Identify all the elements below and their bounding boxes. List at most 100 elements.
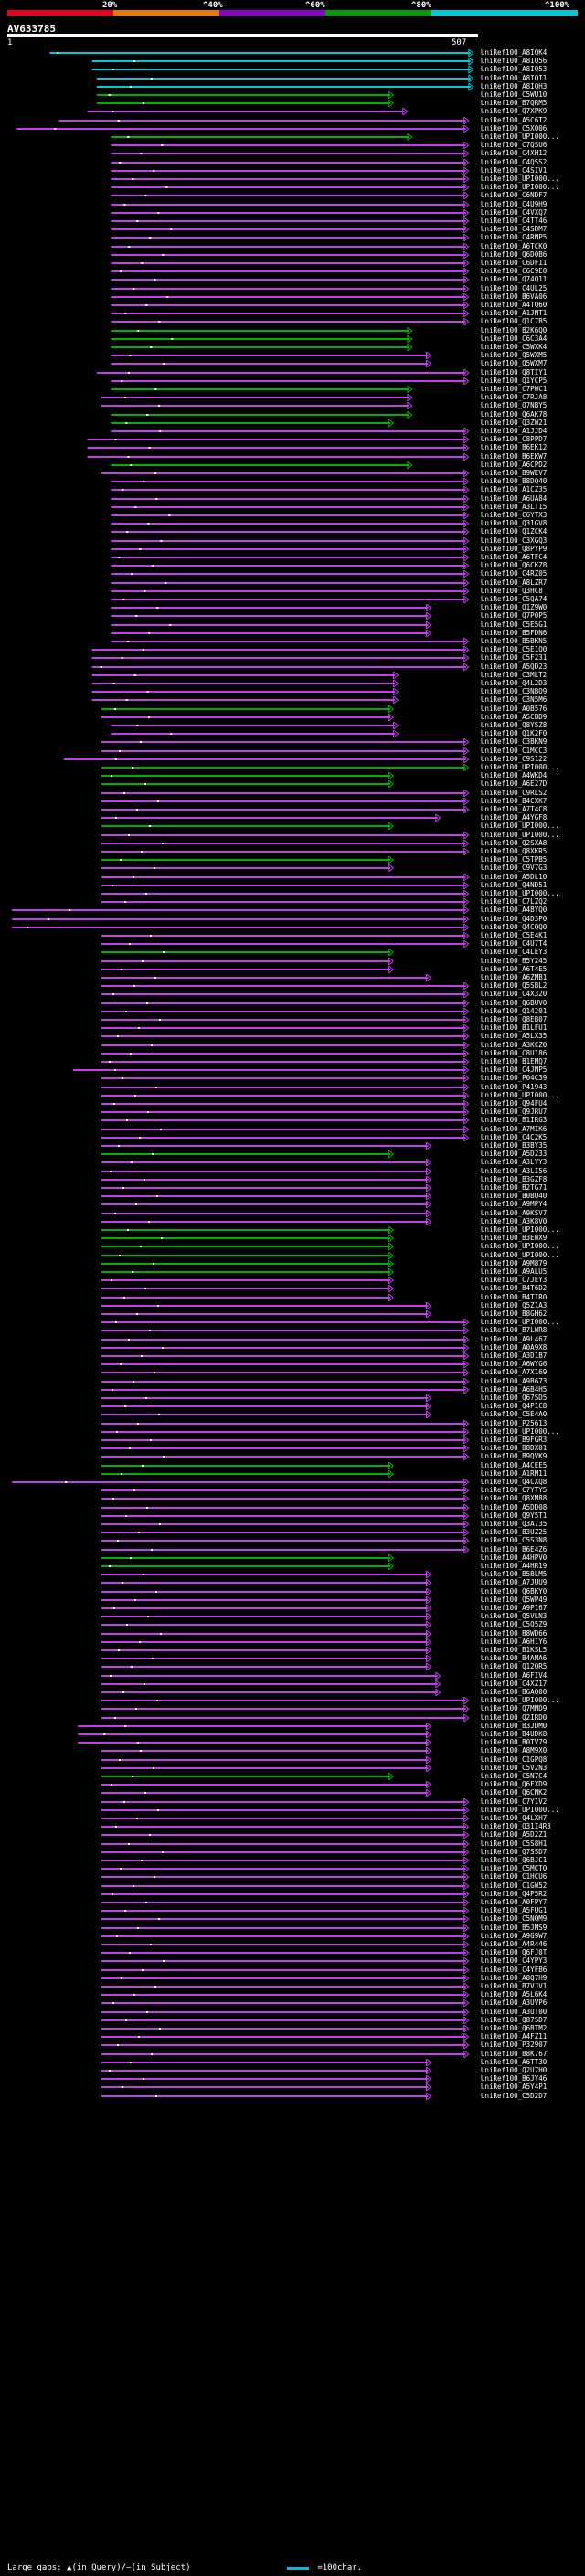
hit-row[interactable]: UniRef100_C7YTY5 <box>0 1486 585 1495</box>
hit-row[interactable]: UniRef100_A6WYG6 <box>0 1360 585 1369</box>
hit-label[interactable]: UniRef100_B5JMS9 <box>481 1923 548 1932</box>
hit-label[interactable]: UniRef100_C6NDF7 <box>481 191 548 200</box>
hit-row[interactable]: UniRef100_A5DL10 <box>0 873 585 881</box>
hit-row[interactable]: UniRef100_B6AQ00 <box>0 1688 585 1696</box>
hit-row[interactable]: UniRef100_Q4L2D3 <box>0 679 585 687</box>
hit-row[interactable]: UniRef100_C5E4K1 <box>0 931 585 939</box>
hit-row[interactable]: UniRef100_C6YTX3 <box>0 511 585 519</box>
hit-row[interactable]: UniRef100_A5QD23 <box>0 663 585 671</box>
hit-row[interactable]: UniRef100_A6FIV4 <box>0 1671 585 1680</box>
hit-row[interactable]: UniRef100_Q9JRU7 <box>0 1108 585 1117</box>
hit-label[interactable]: UniRef100_B3EWX9 <box>481 1234 548 1243</box>
hit-row[interactable]: UniRef100_B7QRM5 <box>0 99 585 108</box>
hit-label[interactable]: UniRef100_UPI000... <box>481 822 559 831</box>
hit-label[interactable]: UniRef100_Q5Z1A3 <box>481 1300 548 1309</box>
hit-label[interactable]: UniRef100_UPI000... <box>481 1225 559 1234</box>
hit-row[interactable]: UniRef100_A8IQH3 <box>0 82 585 90</box>
hit-row[interactable]: UniRef100_B8DQ40 <box>0 477 585 486</box>
hit-label[interactable]: UniRef100_B7LWR8 <box>481 1326 548 1335</box>
hit-label[interactable]: UniRef100_B1KSL5 <box>481 1646 548 1654</box>
hit-row[interactable]: UniRef100_C5TPB5 <box>0 855 585 864</box>
hit-label[interactable]: UniRef100_A8IQ53 <box>481 65 548 74</box>
hit-label[interactable]: UniRef100_B4CXK7 <box>481 796 548 805</box>
hit-label[interactable]: UniRef100_B8K767 <box>481 2049 548 2058</box>
hit-row[interactable]: UniRef100_A3LT15 <box>0 503 585 511</box>
hit-label[interactable]: UniRef100_A4TQ60 <box>481 301 548 309</box>
hit-row[interactable]: UniRef100_Q7SSD7 <box>0 1848 585 1856</box>
hit-label[interactable]: UniRef100_A5FUG1 <box>481 1906 548 1915</box>
hit-row[interactable]: UniRef100_Q7MND9 <box>0 1704 585 1713</box>
hit-label[interactable]: UniRef100_Q87SD7 <box>481 2015 548 2024</box>
hit-label[interactable]: UniRef100_UPI000... <box>481 175 559 183</box>
hit-label[interactable]: UniRef100_Q6FXD9 <box>481 1780 548 1789</box>
hit-row[interactable]: UniRef100_C3NBQ9 <box>0 687 585 696</box>
hit-label[interactable]: UniRef100_C5D2D7 <box>481 2091 548 2100</box>
hit-row[interactable]: UniRef100_A6UA84 <box>0 493 585 503</box>
hit-label[interactable]: UniRef100_Q8YSZ8 <box>481 721 548 729</box>
hit-row[interactable]: UniRef100_A9B673 <box>0 1377 585 1385</box>
hit-label[interactable]: UniRef100_B6EK12 <box>481 443 548 452</box>
hit-label[interactable]: UniRef100_C4LEY3 <box>481 948 548 957</box>
hit-label[interactable]: UniRef100_Q5WXM5 <box>481 351 548 360</box>
hit-label[interactable]: UniRef100_Q6CKZ8 <box>481 561 548 570</box>
hit-label[interactable]: UniRef100_Q5SBL2 <box>481 981 548 991</box>
hit-label[interactable]: UniRef100_Q3ZW21 <box>481 418 548 427</box>
hit-label[interactable]: UniRef100_C7PWC1 <box>481 385 548 393</box>
hit-row[interactable]: UniRef100_P32907 <box>0 2041 585 2050</box>
hit-row[interactable]: UniRef100_B8DX01 <box>0 1444 585 1453</box>
hit-row[interactable]: UniRef100_Q4CXQ8 <box>0 1478 585 1486</box>
hit-label[interactable]: UniRef100_B3BY35 <box>481 1141 548 1150</box>
hit-row[interactable]: UniRef100_C8U186 <box>0 1049 585 1057</box>
hit-row[interactable]: UniRef100_UPI000... <box>0 1251 585 1259</box>
hit-row[interactable]: UniRef100_B0TV79 <box>0 1738 585 1747</box>
hit-row[interactable]: UniRef100_Q8XKR5 <box>0 847 585 855</box>
hit-row[interactable]: UniRef100_Q6BKY0 <box>0 1587 585 1595</box>
hit-label[interactable]: UniRef100_C5MCT0 <box>481 1864 548 1873</box>
hit-row[interactable]: UniRef100_A0B576 <box>0 705 585 713</box>
hit-label[interactable]: UniRef100_C5NQM9 <box>481 1914 548 1924</box>
hit-row[interactable]: UniRef100_C7RJA8 <box>0 393 585 402</box>
hit-label[interactable]: UniRef100_B5BLM5 <box>481 1570 548 1579</box>
hit-row[interactable]: UniRef100_C5Q5Z9 <box>0 1620 585 1629</box>
hit-label[interactable]: UniRef100_A9G9W7 <box>481 1931 548 1940</box>
hit-label[interactable]: UniRef100_B7QRM5 <box>481 99 548 108</box>
hit-row[interactable]: UniRef100_C1HCU6 <box>0 1872 585 1882</box>
hit-row[interactable]: UniRef100_Q94FU4 <box>0 1099 585 1108</box>
hit-row[interactable]: UniRef100_A5DD08 <box>0 1503 585 1511</box>
hit-label[interactable]: UniRef100_P32907 <box>481 2041 548 2050</box>
hit-label[interactable]: UniRef100_Q74Q11 <box>481 275 548 284</box>
hit-row[interactable]: UniRef100_B9FGR3 <box>0 1436 585 1444</box>
hit-row[interactable]: UniRef100_Q8EB07 <box>0 1015 585 1023</box>
hit-row[interactable]: UniRef100_Q2SXA8 <box>0 839 585 847</box>
hit-row[interactable]: UniRef100_UPI000... <box>0 763 585 771</box>
hit-label[interactable]: UniRef100_C4SDM7 <box>481 225 548 234</box>
hit-row[interactable]: UniRef100_A6T4E5 <box>0 965 585 973</box>
hit-row[interactable]: UniRef100_C5NQM9 <box>0 1914 585 1924</box>
hit-label[interactable]: UniRef100_A0B576 <box>481 704 548 713</box>
hit-row[interactable]: UniRef100_B4T6D2 <box>0 1284 585 1293</box>
hit-row[interactable]: UniRef100_B4CXK7 <box>0 796 585 805</box>
hit-label[interactable]: UniRef100_A5CBD9 <box>481 712 548 721</box>
hit-label[interactable]: UniRef100_Q5VLN3 <box>481 1612 548 1621</box>
hit-row[interactable]: UniRef100_Q5VLN3 <box>0 1612 585 1621</box>
hit-label[interactable]: UniRef100_C5N7C4 <box>481 1772 548 1780</box>
hit-row[interactable]: UniRef100_C4XH12 <box>0 149 585 158</box>
hit-row[interactable]: UniRef100_B1IRG3 <box>0 1116 585 1125</box>
hit-label[interactable]: UniRef100_P04C39 <box>481 1074 548 1083</box>
hit-label[interactable]: UniRef100_B6JY46 <box>481 2074 548 2083</box>
hit-row[interactable]: UniRef100_Q5WXM5 <box>0 351 585 360</box>
hit-row[interactable]: UniRef100_Q67SD5 <box>0 1394 585 1402</box>
hit-row[interactable]: UniRef100_C3BKN9 <box>0 737 585 747</box>
hit-label[interactable]: UniRef100_A6UA84 <box>481 493 548 503</box>
hit-row[interactable]: UniRef100_C4LEY3 <box>0 948 585 957</box>
hit-label[interactable]: UniRef100_A8IQI1 <box>481 73 548 82</box>
hit-row[interactable]: UniRef100_Q1YCP5 <box>0 376 585 385</box>
hit-label[interactable]: UniRef100_B4T6D2 <box>481 1284 548 1293</box>
hit-label[interactable]: UniRef100_Q7MND9 <box>481 1704 548 1713</box>
hit-row[interactable]: UniRef100_A5D233 <box>0 1150 585 1159</box>
hit-row[interactable]: UniRef100_UPI000... <box>0 889 585 897</box>
hit-row[interactable]: UniRef100_A3LYY3 <box>0 1158 585 1167</box>
hit-label[interactable]: UniRef100_Q12QR5 <box>481 1662 548 1671</box>
hit-row[interactable]: UniRef100_UPI000... <box>0 1242 585 1251</box>
hit-row[interactable]: UniRef100_B2TG71 <box>0 1183 585 1192</box>
